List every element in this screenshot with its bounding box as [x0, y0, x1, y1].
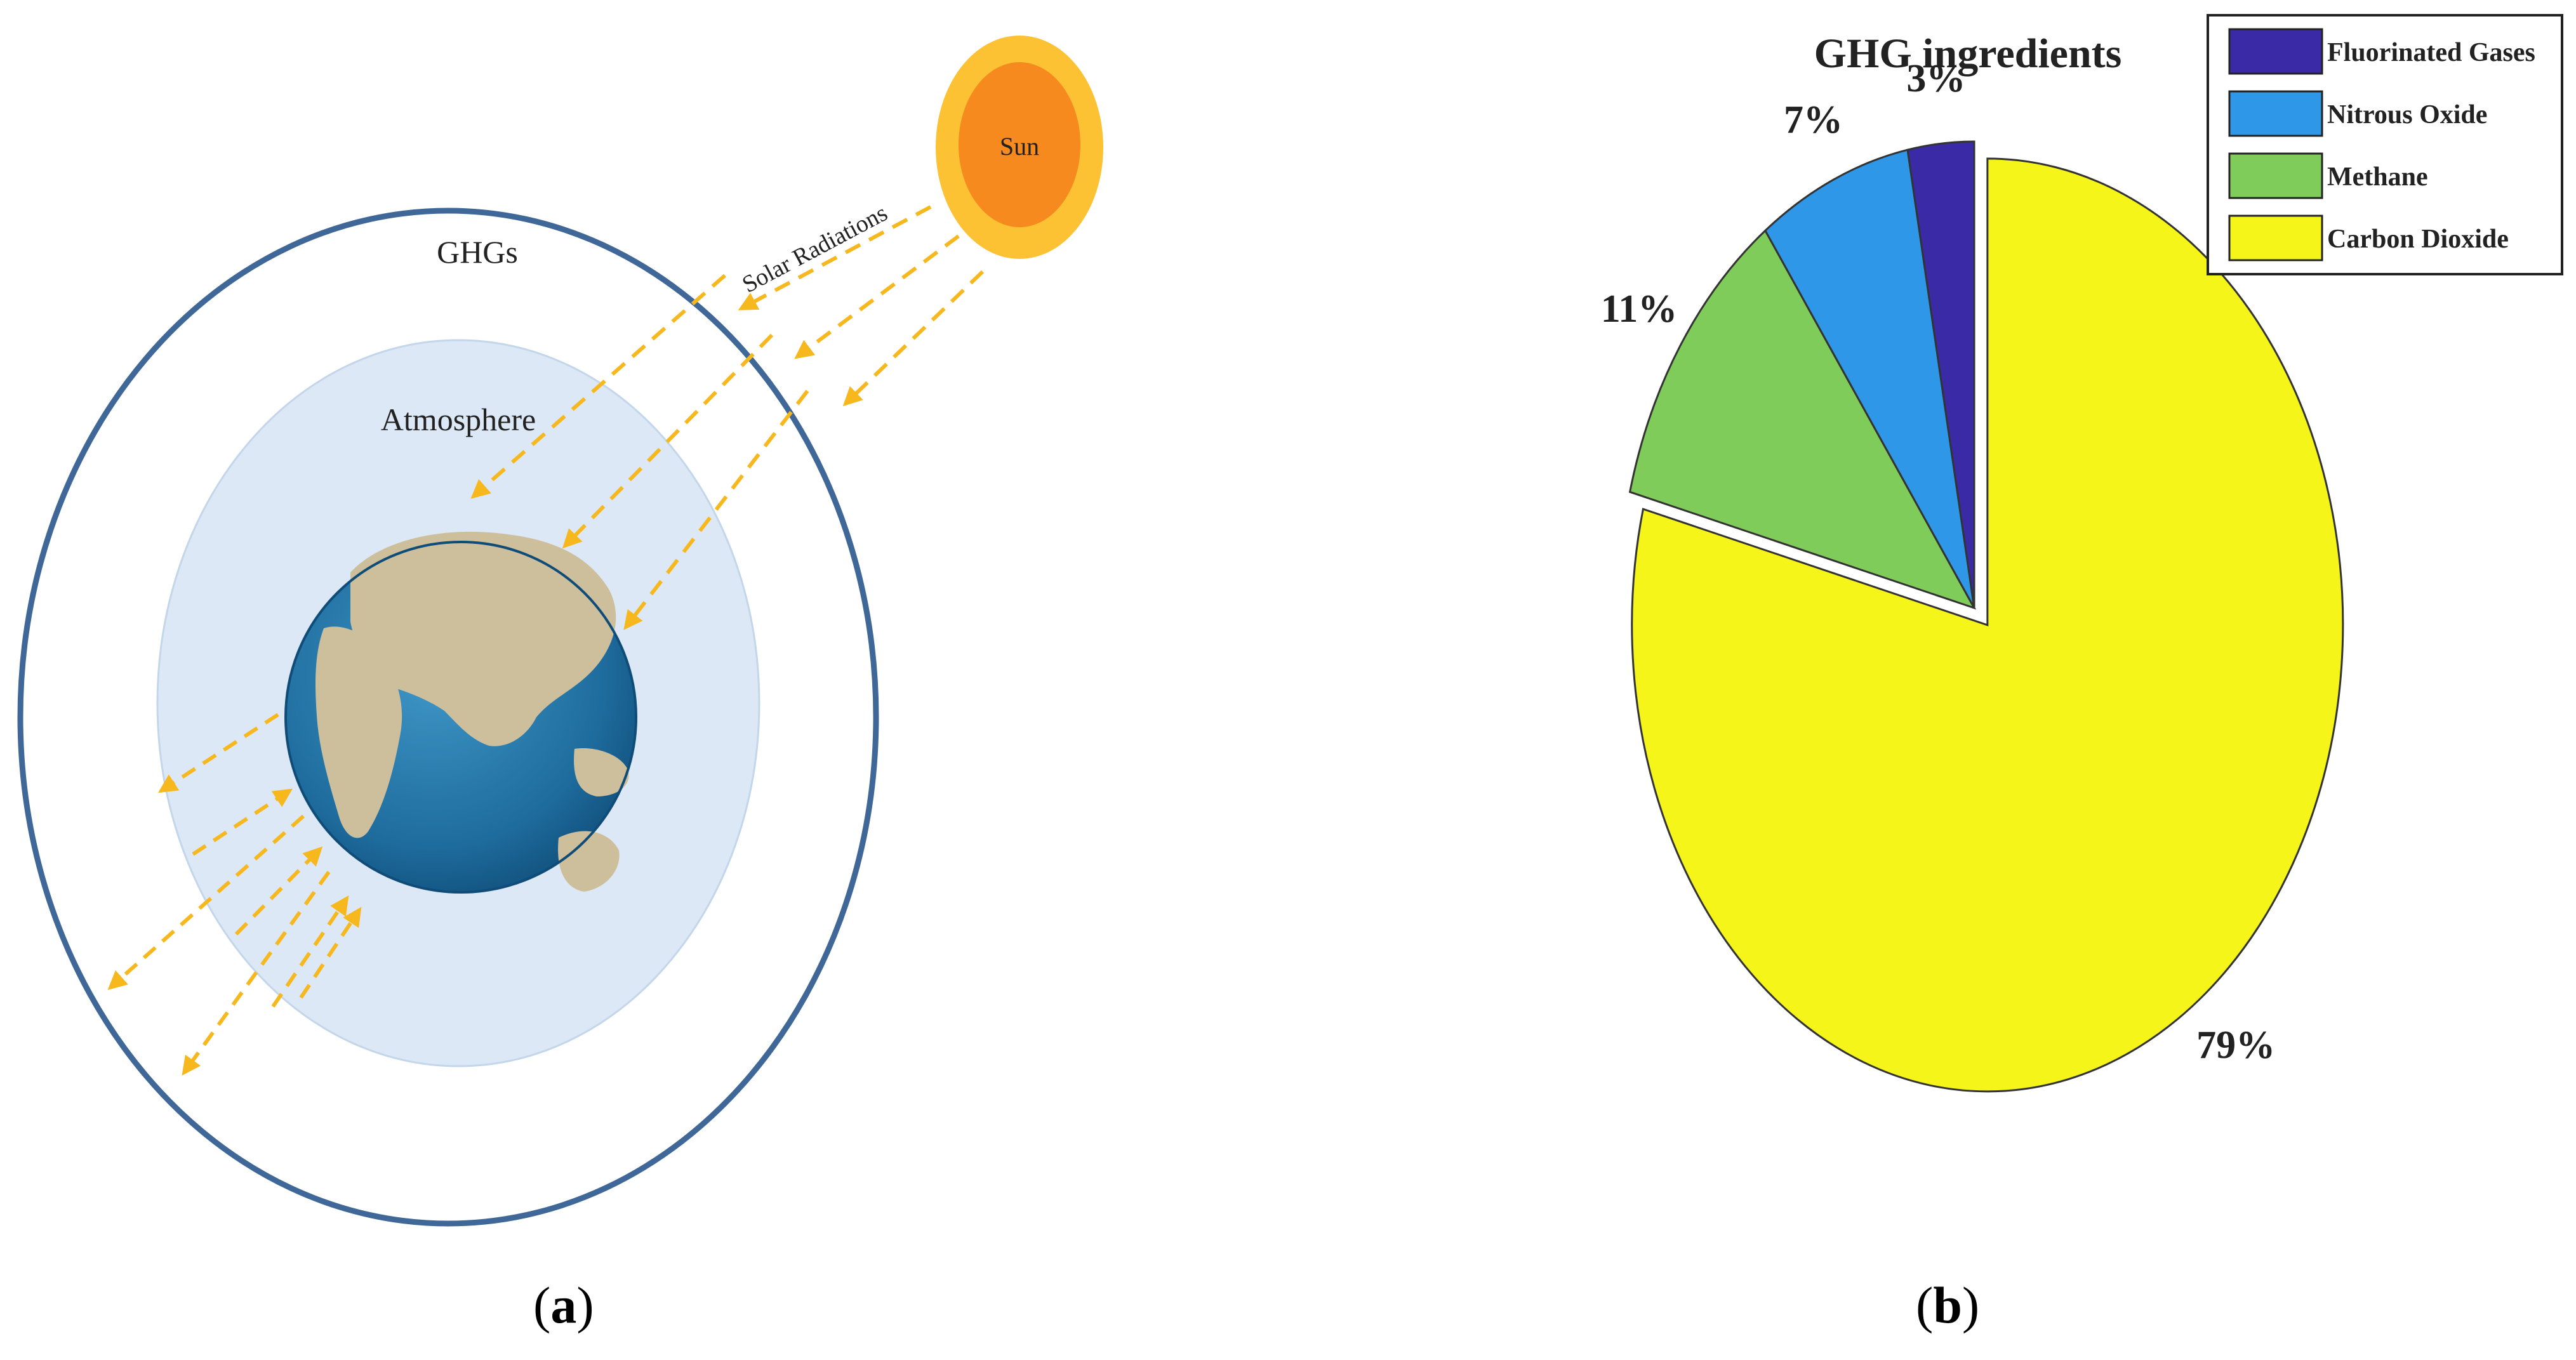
legend-item: Methane [2228, 152, 2428, 199]
pie-slice-methane [1628, 228, 1977, 610]
ghg-layer-label: GHGs [437, 234, 518, 270]
legend: Fluorinated Gases Nitrous Oxide Methane … [2207, 14, 2563, 275]
legend-label: Nitrous Oxide [2327, 100, 2487, 129]
legend-item: Fluorinated Gases [2228, 28, 2535, 75]
solar-ray [794, 234, 960, 359]
pie-slice-carbon-dioxide [1631, 157, 2344, 1093]
pie-label-fluorinated-gases: 3% [1906, 57, 1965, 100]
reflected-ray [271, 895, 349, 1008]
pie-slice-fluorinated-gases [1906, 140, 1975, 609]
solar-ray [562, 333, 774, 549]
caption-b: (b) [1916, 1276, 1980, 1334]
pie-slices [1628, 140, 2344, 1093]
ghg-pie-chart: GHG ingredients 79% 11% 7% 3% Fluorinated G… [1601, 14, 2563, 1093]
greenhouse-diagram: Sun GHGs Atmosphere Solar Radiations [17, 36, 1103, 1227]
reflected-ray [234, 846, 323, 936]
legend-swatch [2228, 215, 2323, 261]
pie-label-methane: 11% [1601, 287, 1678, 331]
solar-radiations-label: Solar Radiations [738, 199, 892, 298]
legend-item: Nitrous Oxide [2228, 90, 2487, 137]
legend-swatch [2228, 152, 2323, 199]
pie-label-carbon-dioxide: 79% [2196, 1024, 2275, 1067]
sun: Sun [936, 36, 1103, 259]
legend-swatch [2228, 90, 2323, 137]
solar-ray [470, 274, 726, 499]
sun-label: Sun [1000, 132, 1039, 161]
solar-ray [738, 205, 932, 310]
solar-ray [623, 390, 809, 630]
reflected-ray [107, 814, 305, 990]
pie-label-nitrous-oxide: 7% [1784, 98, 1843, 142]
caption-a: (a) [533, 1276, 594, 1334]
ghg-layer-ring [17, 208, 879, 1227]
reflected-ray [192, 788, 293, 856]
reflected-rays [107, 713, 362, 1076]
legend-item: Carbon Dioxide [2228, 215, 2509, 261]
chart-title: GHG ingredients [1814, 30, 2122, 77]
legend-label: Methane [2327, 162, 2428, 192]
legend-label: Carbon Dioxide [2327, 225, 2509, 254]
pie-slice-nitrous-oxide [1763, 149, 1975, 609]
legend-swatch [2228, 28, 2323, 75]
reflected-ray [182, 871, 331, 1076]
reflected-ray [299, 907, 362, 999]
solar-ray [842, 270, 985, 407]
pie-labels: 79% 11% 7% 3% [1601, 57, 2275, 1067]
atmosphere-label: Atmosphere [381, 402, 536, 437]
incoming-solar-rays [470, 205, 985, 630]
earth-globe [284, 531, 637, 894]
legend-label: Fluorinated Gases [2327, 38, 2535, 67]
